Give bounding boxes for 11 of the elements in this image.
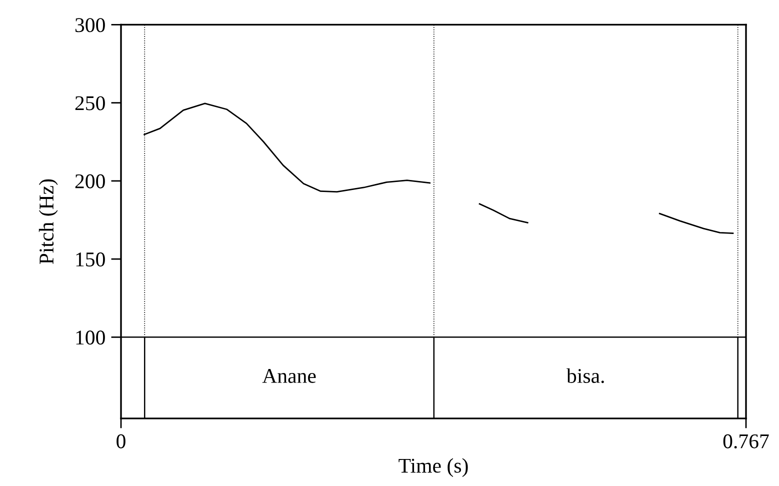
x-tick-label: 0 <box>116 434 126 448</box>
x-axis-title: Time (s) <box>398 458 468 478</box>
y-tick-label: 250 <box>75 96 105 110</box>
annotation: bisa. <box>566 368 604 384</box>
y-tick-label: 100 <box>76 330 105 345</box>
y-tick-label: 300 <box>75 18 105 32</box>
annotation: Anane <box>262 369 316 383</box>
y-axis-title: Pitch (Hz) <box>38 179 58 264</box>
x-tick-label: 0.767 <box>723 434 769 448</box>
y-tick-label: 200 <box>75 174 105 188</box>
y-tick-label: 150 <box>76 252 105 266</box>
